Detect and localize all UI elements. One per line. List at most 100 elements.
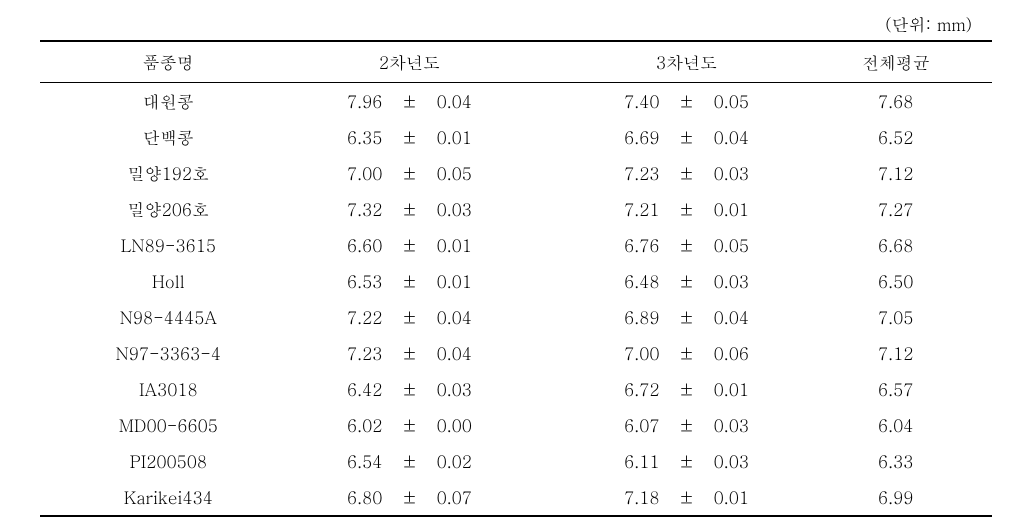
table-header-row: 품종명 2차년도 3차년도 전체평균 (40, 41, 992, 83)
table-row: 밀양206호7.32±0.037.21±0.017.27 (40, 191, 992, 227)
plus-minus-symbol: ± (663, 119, 709, 155)
table-row: N97-3363-47.23±0.047.00±0.067.12 (40, 335, 992, 371)
cell-spacer (522, 443, 573, 479)
cell-spacer (522, 155, 573, 191)
cell-year2-error: 0.01 (433, 119, 523, 155)
cell-year2-value: 7.96 (297, 83, 387, 120)
header-spacer (522, 41, 573, 83)
cell-name: N97-3363-4 (40, 335, 297, 371)
cell-name: N98-4445A (40, 299, 297, 335)
cell-year3-value: 7.18 (574, 479, 664, 516)
cell-year2-error: 0.00 (433, 407, 523, 443)
cell-year2-error: 0.04 (433, 335, 523, 371)
cell-year2-value: 6.42 (297, 371, 387, 407)
cell-spacer (522, 299, 573, 335)
cell-name: 대원콩 (40, 83, 297, 120)
cell-year3-error: 0.04 (710, 299, 800, 335)
plus-minus-symbol: ± (663, 227, 709, 263)
plus-minus-symbol: ± (386, 371, 432, 407)
plus-minus-symbol: ± (386, 263, 432, 299)
header-year2: 2차년도 (297, 41, 523, 83)
cell-year2-value: 7.00 (297, 155, 387, 191)
cell-name: Karikei434 (40, 479, 297, 516)
cell-year3-value: 6.07 (574, 407, 664, 443)
cell-name: PI200508 (40, 443, 297, 479)
cell-average: 7.27 (799, 191, 992, 227)
header-avg: 전체평균 (799, 41, 992, 83)
cell-name: Holl (40, 263, 297, 299)
cell-average: 6.68 (799, 227, 992, 263)
table-row: 밀양192호7.00±0.057.23±0.037.12 (40, 155, 992, 191)
cell-year2-value: 7.23 (297, 335, 387, 371)
cell-year2-value: 6.60 (297, 227, 387, 263)
cell-spacer (522, 227, 573, 263)
cell-spacer (522, 335, 573, 371)
cell-year2-value: 6.80 (297, 479, 387, 516)
table-row: MD00-66056.02±0.006.07±0.036.04 (40, 407, 992, 443)
cell-average: 6.57 (799, 371, 992, 407)
plus-minus-symbol: ± (386, 299, 432, 335)
table-row: IA30186.42±0.036.72±0.016.57 (40, 371, 992, 407)
cell-year3-error: 0.03 (710, 407, 800, 443)
header-year3: 3차년도 (574, 41, 800, 83)
cell-year3-error: 0.04 (710, 119, 800, 155)
cell-spacer (522, 371, 573, 407)
cell-name: MD00-6605 (40, 407, 297, 443)
cell-name: 밀양192호 (40, 155, 297, 191)
table-body: 대원콩7.96±0.047.40±0.057.68단백콩6.35±0.016.6… (40, 83, 992, 517)
plus-minus-symbol: ± (663, 479, 709, 516)
cell-average: 6.04 (799, 407, 992, 443)
cell-year3-error: 0.01 (710, 371, 800, 407)
cell-name: 단백콩 (40, 119, 297, 155)
plus-minus-symbol: ± (663, 155, 709, 191)
cell-year2-error: 0.03 (433, 191, 523, 227)
plus-minus-symbol: ± (386, 119, 432, 155)
table-row: N98-4445A7.22±0.046.89±0.047.05 (40, 299, 992, 335)
cell-year3-error: 0.01 (710, 479, 800, 516)
cell-year3-value: 6.76 (574, 227, 664, 263)
cell-year3-error: 0.03 (710, 443, 800, 479)
cell-year3-error: 0.06 (710, 335, 800, 371)
cell-spacer (522, 119, 573, 155)
cell-year3-error: 0.05 (710, 227, 800, 263)
table-row: PI2005086.54±0.026.11±0.036.33 (40, 443, 992, 479)
plus-minus-symbol: ± (386, 155, 432, 191)
plus-minus-symbol: ± (663, 83, 709, 120)
plus-minus-symbol: ± (386, 407, 432, 443)
cell-average: 6.52 (799, 119, 992, 155)
plus-minus-symbol: ± (663, 371, 709, 407)
header-name: 품종명 (40, 41, 297, 83)
plus-minus-symbol: ± (663, 407, 709, 443)
cell-spacer (522, 263, 573, 299)
table-row: 대원콩7.96±0.047.40±0.057.68 (40, 83, 992, 120)
cell-name: 밀양206호 (40, 191, 297, 227)
cell-year2-error: 0.04 (433, 83, 523, 120)
cell-year3-value: 6.89 (574, 299, 664, 335)
cell-year2-error: 0.01 (433, 227, 523, 263)
cell-year2-value: 6.35 (297, 119, 387, 155)
cell-year2-error: 0.07 (433, 479, 523, 516)
table-row: Karikei4346.80±0.077.18±0.016.99 (40, 479, 992, 516)
plus-minus-symbol: ± (386, 443, 432, 479)
cell-spacer (522, 191, 573, 227)
cell-year3-value: 7.00 (574, 335, 664, 371)
cell-year3-value: 6.48 (574, 263, 664, 299)
cell-year3-error: 0.05 (710, 83, 800, 120)
cell-spacer (522, 83, 573, 120)
cell-year3-error: 0.03 (710, 263, 800, 299)
cell-year3-error: 0.03 (710, 155, 800, 191)
plus-minus-symbol: ± (663, 191, 709, 227)
plus-minus-symbol: ± (663, 335, 709, 371)
cell-year3-error: 0.01 (710, 191, 800, 227)
cell-year2-error: 0.05 (433, 155, 523, 191)
cell-year3-value: 6.72 (574, 371, 664, 407)
cell-year2-value: 7.22 (297, 299, 387, 335)
cell-year2-value: 6.54 (297, 443, 387, 479)
table-row: 단백콩6.35±0.016.69±0.046.52 (40, 119, 992, 155)
cell-year2-error: 0.03 (433, 371, 523, 407)
cell-average: 7.05 (799, 299, 992, 335)
cell-year2-value: 7.32 (297, 191, 387, 227)
plus-minus-symbol: ± (386, 191, 432, 227)
plus-minus-symbol: ± (386, 479, 432, 516)
cell-year3-value: 7.40 (574, 83, 664, 120)
